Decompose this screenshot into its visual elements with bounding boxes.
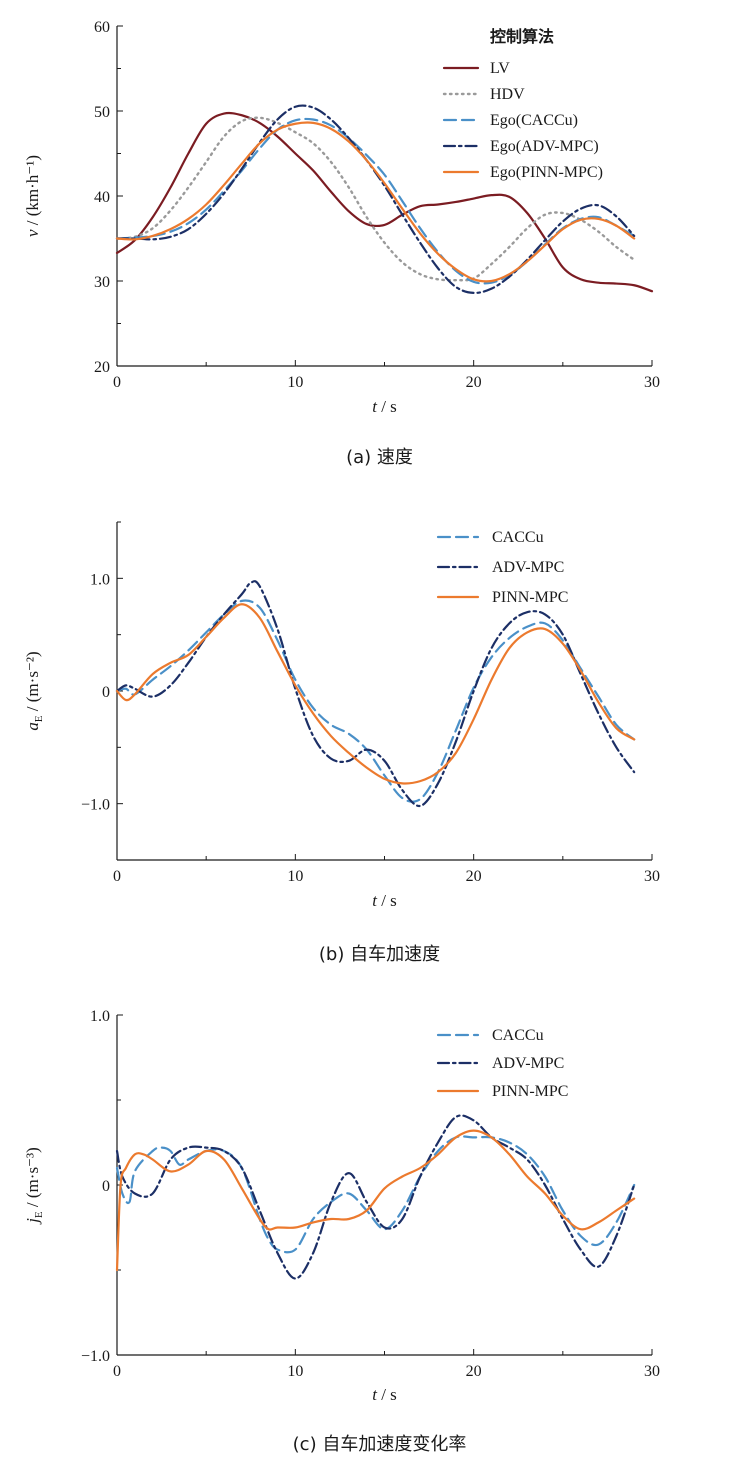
x-tick-label: 10 <box>287 868 303 885</box>
series-line-ego-pinn-mpc- <box>115 121 636 283</box>
x-tick-label: 0 <box>113 868 121 885</box>
x-axis-label: t / s <box>372 891 397 910</box>
y-tick-label: 50 <box>94 104 110 121</box>
series-line-pinn-mpc <box>115 603 636 785</box>
legend-label: PINN-MPC <box>492 589 568 606</box>
legend-label: Ego(CACCu) <box>490 112 578 129</box>
legend-label: HDV <box>490 86 525 103</box>
chart-panel-2: 0 10 20 30 −1.0 0 1.0 CACCu ADV-MPC PINN-MPC t / s… <box>23 521 660 965</box>
series-line-caccu <box>115 599 636 803</box>
legend-label: CACCu <box>492 1027 544 1044</box>
legend-label: Ego(PINN-MPC) <box>490 164 603 181</box>
series-line-lv <box>115 111 654 293</box>
x-tick-label: 20 <box>466 868 482 885</box>
y-tick-label: −1.0 <box>81 797 110 814</box>
legend-label: ADV-MPC <box>492 559 564 576</box>
legend-label: CACCu <box>492 529 544 546</box>
legend-label: Ego(ADV-MPC) <box>490 138 599 155</box>
y-tick-label: 60 <box>94 19 110 36</box>
legend: CACCu ADV-MPC PINN-MPC <box>436 529 568 606</box>
figure-caption: (b) 自车加速度 <box>319 944 440 965</box>
y-axis-label: jE / (m·s⁻³) <box>23 1147 45 1225</box>
x-tick-label: 10 <box>287 374 303 391</box>
x-tick-label: 20 <box>466 374 482 391</box>
series-line-adv-mpc <box>115 580 636 808</box>
x-tick-label: 30 <box>644 1363 660 1380</box>
x-tick-label: 20 <box>466 1363 482 1380</box>
x-tick-label: 30 <box>644 374 660 391</box>
series-line-pinn-mpc <box>115 1129 636 1272</box>
series-line-ego-adv-mpc- <box>115 104 636 295</box>
series-line-hdv <box>115 116 636 282</box>
chart-panel-1: 0 10 20 30 20 30 40 50 60 控制算法 LV HDV Ego(CACCu) Ego(… <box>23 19 660 468</box>
y-tick-label: 0 <box>102 684 110 701</box>
series-line-adv-mpc <box>115 1114 636 1280</box>
x-tick-label: 10 <box>287 1363 303 1380</box>
y-axis-label: aE / (m·s⁻²) <box>23 651 45 730</box>
x-tick-label: 30 <box>644 868 660 885</box>
y-tick-label: 0 <box>102 1178 110 1195</box>
y-axis-label: v / (km·h⁻¹) <box>23 155 42 237</box>
x-tick-label: 0 <box>113 374 121 391</box>
y-tick-label: −1.0 <box>81 1348 110 1365</box>
y-tick-label: 30 <box>94 274 110 291</box>
legend-label: ADV-MPC <box>492 1055 564 1072</box>
legend-label: LV <box>490 60 510 77</box>
legend: 控制算法 LV HDV Ego(CACCu) Ego(ADV-MPC) Ego(PINN-… <box>442 27 603 181</box>
legend-label: PINN-MPC <box>492 1083 568 1100</box>
y-tick-label: 20 <box>94 359 110 376</box>
x-axis-label: t / s <box>372 1385 397 1404</box>
x-tick-label: 0 <box>113 1363 121 1380</box>
legend: CACCu ADV-MPC PINN-MPC <box>436 1027 568 1100</box>
legend-title: 控制算法 <box>490 27 554 46</box>
y-tick-label: 40 <box>94 189 110 206</box>
x-axis-label: t / s <box>372 397 397 416</box>
figure-caption: (a) 速度 <box>346 447 413 468</box>
series-line-caccu <box>115 1135 636 1254</box>
y-tick-label: 1.0 <box>90 571 110 588</box>
y-tick-label: 1.0 <box>90 1008 110 1025</box>
figure-caption: (c) 自车加速度变化率 <box>293 1434 467 1455</box>
